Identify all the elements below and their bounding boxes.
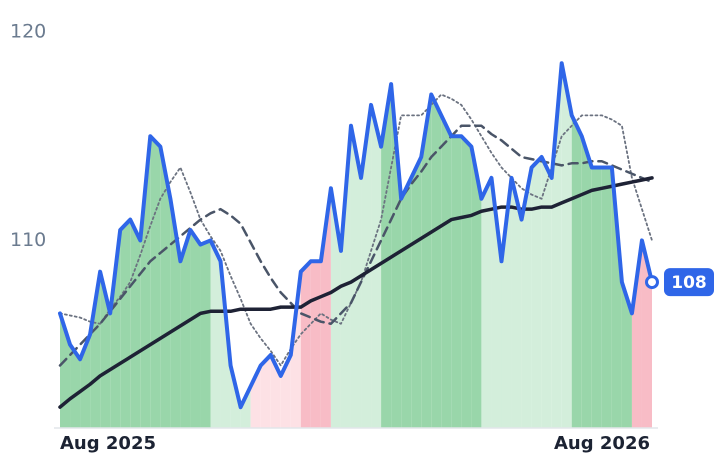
area-segment [90,271,101,428]
area-segment [340,125,351,428]
area-segment [120,219,131,428]
x-tick-label: Aug 2026 [554,433,650,454]
area-segment [431,94,442,429]
area-segment [310,261,321,428]
area-segment [180,230,191,428]
area-segment [381,84,392,429]
x-tick-label: Aug 2025 [60,433,156,454]
area-segment [591,167,602,428]
area-segment [541,157,552,429]
area-segment [401,177,412,428]
area-segment [611,167,622,428]
area-segment [150,136,161,429]
area-segment [130,219,141,428]
y-tick-label: 110 [10,229,46,251]
area-segment [421,94,432,429]
area-segment [70,344,81,428]
area-segment [441,115,452,429]
series-line [58,176,654,409]
area-segment [210,240,221,428]
area-segment [571,115,582,429]
area-segment [631,240,642,428]
area-segment [561,63,572,429]
area-segment [361,104,372,429]
area-segment [240,386,251,428]
area-segment [350,125,362,428]
area-segment [471,146,482,428]
area-segment [411,157,422,429]
area-segment [300,261,311,428]
last-value-label: 108 [671,273,707,293]
area-segment [451,136,462,429]
area-segment [481,177,492,428]
area-segment [511,177,522,428]
series-line [58,61,654,410]
area-segment [160,146,171,428]
area-segment [200,240,211,428]
last-point [645,275,659,290]
area-segment [521,167,532,428]
area-segment [531,157,542,429]
area-segment [330,188,341,428]
last-value-badge [664,268,714,297]
area-segment [140,136,151,429]
y-tick-label: 120 [10,21,46,43]
area-segment [601,167,612,428]
area-segment [260,355,271,428]
area-segment [290,271,301,428]
area-segment [621,282,632,428]
area-segment [581,136,592,429]
area-segment [461,136,472,429]
area-segment [190,230,201,428]
area-segment [110,230,121,428]
